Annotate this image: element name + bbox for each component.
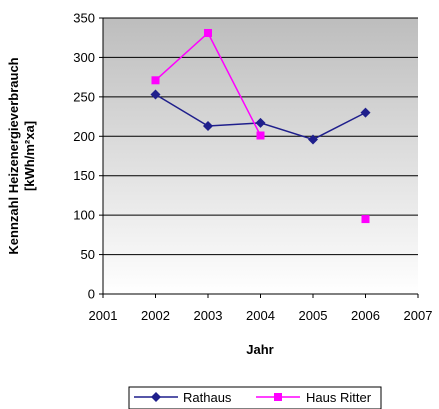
x-tick-label-2003: 2003 <box>194 308 223 323</box>
data-point-haus-ritter-2004 <box>256 131 265 140</box>
data-point-rathaus-2005 <box>308 134 318 145</box>
data-point-haus-ritter-2002 <box>151 76 160 85</box>
data-point-rathaus-2006 <box>360 107 371 118</box>
legend-box <box>128 386 382 409</box>
y-tick-label-250: 250 <box>73 89 95 104</box>
data-point-rathaus-2002 <box>150 89 161 100</box>
y-tick-label-350: 350 <box>73 11 95 26</box>
y-tick-label-300: 300 <box>73 50 95 65</box>
series-haus-ritter <box>151 28 370 224</box>
x-tick-label-2006: 2006 <box>351 308 380 323</box>
axes <box>99 17 419 298</box>
legend-marker-haus-ritter <box>274 393 282 401</box>
y-tick-label-100: 100 <box>73 208 95 223</box>
y-axis-title-line-2: [kWh/m²xa] <box>22 121 37 191</box>
tick-labels: 0 50 100 150 200 250 300 350 2001 2002 2003 2004 200… <box>73 11 432 324</box>
x-tick-label-2007: 2007 <box>404 308 433 323</box>
x-tick-label-2001: 2001 <box>89 308 118 323</box>
data-point-rathaus-2004 <box>255 117 266 128</box>
x-tick-label-2005: 2005 <box>299 308 328 323</box>
series-group <box>150 28 371 224</box>
x-axis-title: Jahr <box>246 342 273 357</box>
x-tick-label-2004: 2004 <box>246 308 275 323</box>
data-point-haus-ritter-2003 <box>204 28 212 37</box>
data-point-rathaus-2003 <box>203 121 213 132</box>
y-tick-label-200: 200 <box>73 129 95 144</box>
y-tick-label-150: 150 <box>73 168 95 183</box>
legend-marker-rathaus <box>151 392 161 402</box>
y-axis-title-line-1: Kennzahl Heizenergieverbrauch <box>6 57 21 254</box>
x-tick-label-2002: 2002 <box>141 308 170 323</box>
y-axis-title: Kennzahl Heizenergieverbrauch [kWh/m²xa] <box>6 57 37 254</box>
legend-label-haus-ritter: Haus Ritter <box>306 390 372 405</box>
plot-area <box>103 18 418 294</box>
legend: Rathaus Haus Ritter <box>128 386 382 409</box>
legend-label-rathaus: Rathaus <box>183 390 232 405</box>
data-point-haus-ritter-2006 <box>361 215 370 224</box>
y-tick-label-50: 50 <box>81 247 95 262</box>
series-rathaus <box>150 89 371 145</box>
y-tick-label-0: 0 <box>88 287 95 302</box>
